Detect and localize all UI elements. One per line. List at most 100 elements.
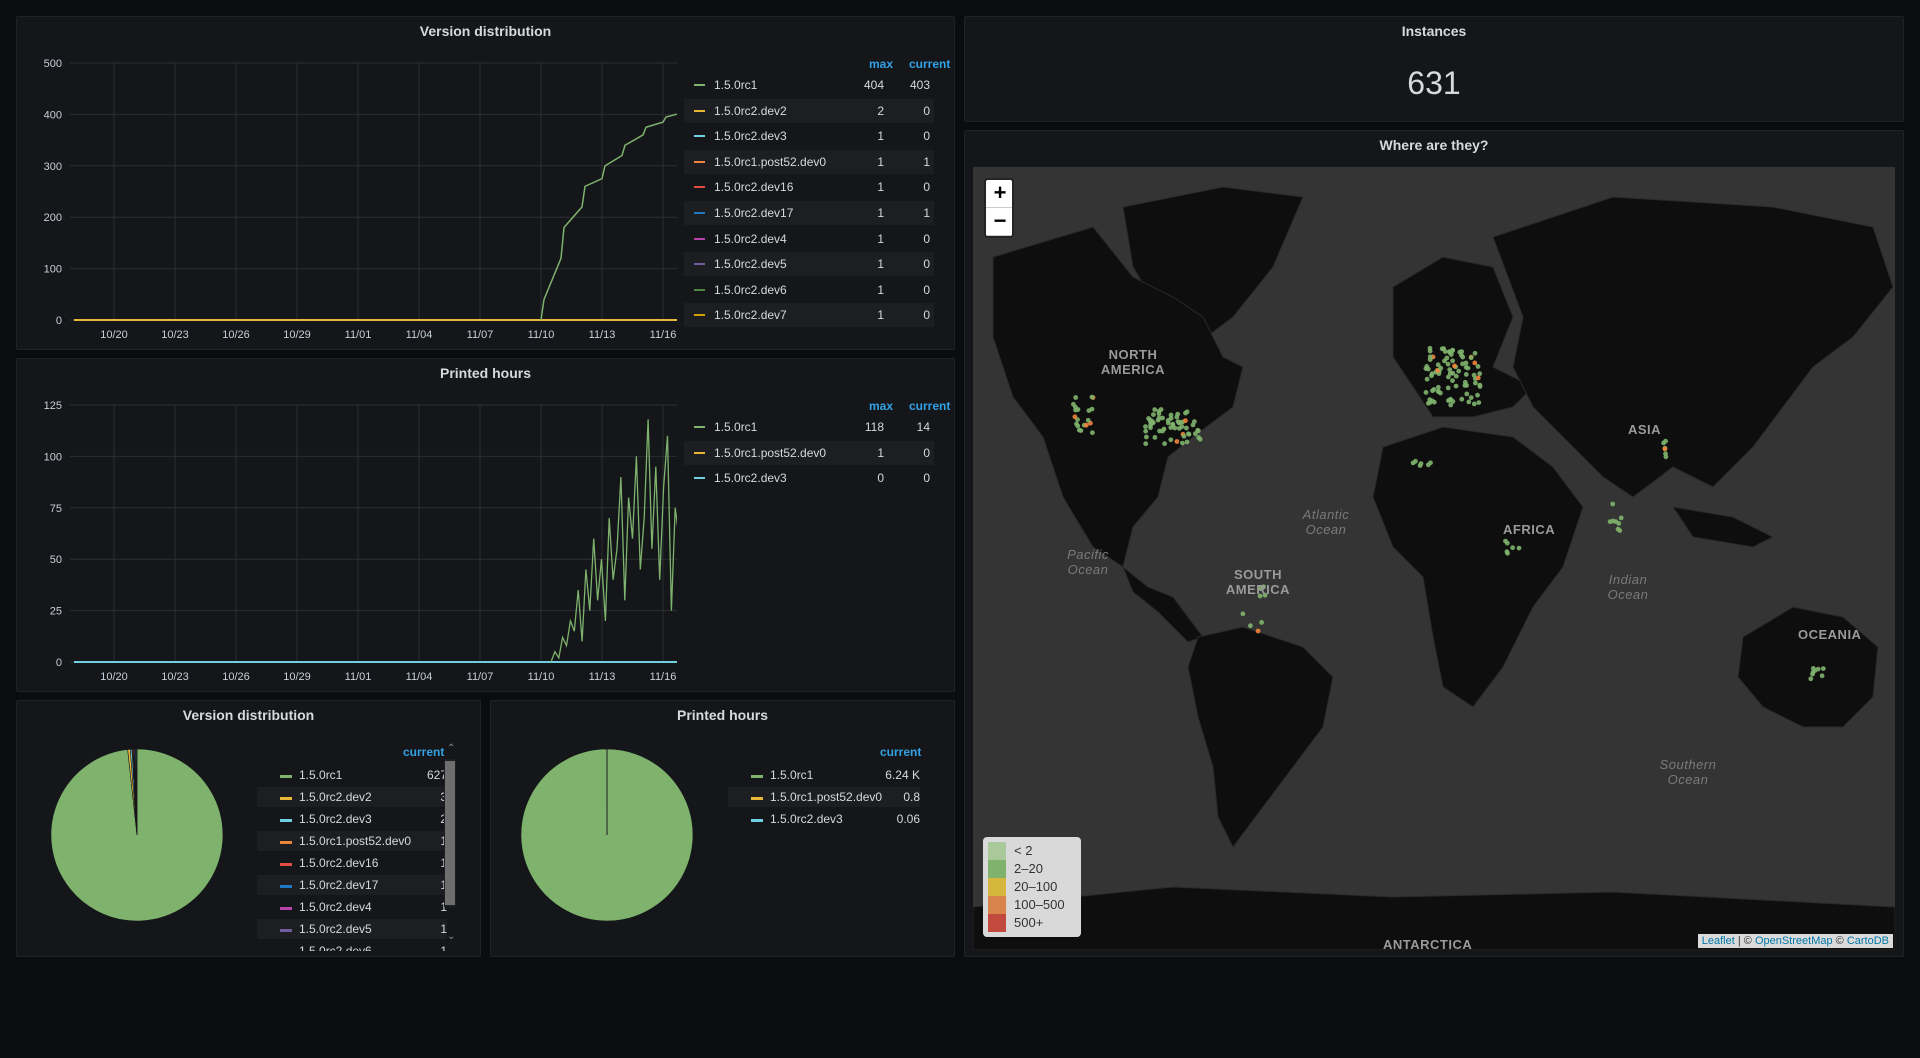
printed-hours-chart[interactable]: 0 25 50 75 100 125 10/20 10/23 10/26 10/29 11/01 11… bbox=[17, 359, 677, 689]
instance-marker[interactable] bbox=[1808, 676, 1814, 682]
panel-title[interactable]: Printed hours bbox=[439, 365, 531, 381]
instance-marker[interactable] bbox=[1195, 427, 1201, 433]
instance-marker[interactable] bbox=[1143, 441, 1149, 447]
instance-marker[interactable] bbox=[1429, 373, 1434, 379]
instance-marker[interactable] bbox=[1468, 395, 1474, 400]
series-color-swatch[interactable] bbox=[694, 109, 705, 112]
instance-marker[interactable] bbox=[1446, 374, 1451, 380]
instance-marker[interactable] bbox=[1616, 521, 1622, 526]
instance-marker[interactable] bbox=[1445, 385, 1451, 391]
legend-header-current[interactable]: current bbox=[909, 57, 951, 71]
instance-marker[interactable] bbox=[1475, 364, 1481, 369]
instance-marker[interactable] bbox=[1156, 411, 1162, 417]
instance-marker[interactable] bbox=[1446, 398, 1451, 403]
series-color-swatch[interactable] bbox=[694, 135, 705, 138]
instance-marker[interactable] bbox=[1160, 415, 1165, 421]
instance-marker[interactable] bbox=[1610, 501, 1616, 507]
series-color-swatch[interactable] bbox=[280, 841, 292, 844]
instance-marker[interactable] bbox=[1473, 380, 1478, 386]
instance-marker[interactable] bbox=[1143, 428, 1149, 434]
instance-marker[interactable] bbox=[1663, 454, 1669, 460]
instance-marker[interactable] bbox=[1447, 349, 1453, 354]
series-name[interactable]: 1.5.0rc2.dev16 bbox=[299, 856, 379, 870]
instance-marker[interactable] bbox=[1450, 358, 1455, 364]
world-map[interactable]: NORTH AMERICA SOUTH AMERICA AFRICA ASIA … bbox=[973, 167, 1895, 950]
instance-marker[interactable] bbox=[1431, 399, 1437, 405]
legend-header-current[interactable]: current bbox=[909, 399, 951, 413]
instance-marker[interactable] bbox=[1085, 417, 1091, 423]
series-name[interactable]: 1.5.0rc2.dev5 bbox=[299, 922, 372, 936]
instance-marker[interactable] bbox=[1435, 362, 1441, 368]
instance-marker[interactable] bbox=[1450, 378, 1455, 383]
series-name[interactable]: 1.5.0rc2.dev3 bbox=[770, 812, 843, 826]
zoom-out-button[interactable]: − bbox=[986, 208, 1012, 236]
legend-item[interactable]: 1.5.0rc2.dev5 1 0 bbox=[684, 252, 934, 277]
instance-marker[interactable] bbox=[1184, 425, 1189, 431]
instance-marker[interactable] bbox=[1240, 611, 1246, 617]
instance-marker[interactable] bbox=[1516, 545, 1522, 551]
legend-item[interactable]: 1.5.0rc2.dev17 1 1 bbox=[684, 201, 934, 225]
instance-marker[interactable] bbox=[1452, 363, 1457, 369]
instance-marker[interactable] bbox=[1472, 360, 1478, 366]
series-color-swatch[interactable] bbox=[694, 186, 705, 189]
legend-item[interactable]: 1.5.0rc1 404 403 bbox=[684, 73, 934, 97]
series-color-swatch[interactable] bbox=[694, 451, 705, 454]
series-name[interactable]: 1.5.0rc1.post52.dev0 bbox=[714, 154, 827, 169]
instance-marker[interactable] bbox=[1442, 358, 1447, 364]
instance-marker[interactable] bbox=[1430, 388, 1435, 394]
legend-scrollbar[interactable] bbox=[444, 759, 456, 907]
legend-header-max[interactable]: max bbox=[869, 399, 894, 413]
instance-marker[interactable] bbox=[1143, 424, 1148, 429]
series-color-swatch[interactable] bbox=[694, 160, 705, 163]
instance-marker[interactable] bbox=[1453, 383, 1459, 389]
instance-marker[interactable] bbox=[1072, 414, 1078, 420]
panel-title[interactable]: Instances bbox=[1401, 23, 1467, 39]
series-line-1.5.0rc1[interactable] bbox=[550, 419, 677, 663]
legend-item[interactable]: 1.5.0rc2.dev6 1 0 bbox=[684, 278, 934, 302]
instance-marker[interactable] bbox=[1181, 433, 1187, 439]
instance-marker[interactable] bbox=[1475, 375, 1481, 381]
instance-marker[interactable] bbox=[1168, 415, 1174, 421]
instance-marker[interactable] bbox=[1248, 623, 1253, 629]
instance-marker[interactable] bbox=[1662, 446, 1668, 452]
legend-item[interactable]: 1.5.0rc2.dev6 1 bbox=[257, 941, 447, 951]
instance-marker[interactable] bbox=[1505, 550, 1510, 556]
legend-item[interactable]: 1.5.0rc1 627 bbox=[257, 765, 447, 785]
legend-item[interactable]: 1.5.0rc1.post52.dev0 1 0 bbox=[684, 440, 934, 465]
series-color-swatch[interactable] bbox=[694, 212, 705, 214]
instance-marker[interactable] bbox=[1438, 365, 1444, 371]
scroll-up-icon[interactable]: ⌃ bbox=[447, 743, 456, 754]
series-name[interactable]: 1.5.0rc2.dev4 bbox=[299, 900, 372, 914]
instance-marker[interactable] bbox=[1152, 435, 1158, 440]
panel-title[interactable]: Version distribution bbox=[182, 707, 315, 723]
instance-marker[interactable] bbox=[1424, 376, 1430, 382]
series-name[interactable]: 1.5.0rc1 bbox=[299, 768, 343, 782]
instance-marker[interactable] bbox=[1075, 407, 1081, 412]
instance-marker[interactable] bbox=[1472, 350, 1478, 356]
scroll-down-icon[interactable]: ⌄ bbox=[447, 931, 456, 942]
instance-marker[interactable] bbox=[1086, 408, 1092, 413]
instance-marker[interactable] bbox=[1083, 422, 1089, 428]
series-color-swatch[interactable] bbox=[280, 907, 292, 910]
legend-item[interactable]: 1.5.0rc2.dev5 1 bbox=[257, 919, 447, 939]
series-name[interactable]: 1.5.0rc2.dev17 bbox=[299, 878, 379, 892]
instance-marker[interactable] bbox=[1476, 400, 1482, 405]
series-name[interactable]: 1.5.0rc2.dev3 bbox=[714, 471, 787, 486]
legend-item[interactable]: 1.5.0rc2.dev3 0.06 bbox=[728, 809, 920, 829]
series-color-swatch[interactable] bbox=[694, 426, 705, 428]
instance-marker[interactable] bbox=[1144, 434, 1149, 440]
instance-marker[interactable] bbox=[1258, 586, 1263, 592]
series-color-swatch[interactable] bbox=[280, 929, 292, 932]
instance-marker[interactable] bbox=[1262, 592, 1268, 598]
version-pie-chart[interactable] bbox=[37, 735, 237, 935]
instance-marker[interactable] bbox=[1464, 391, 1470, 397]
series-name[interactable]: 1.5.0rc1.post52.dev0 bbox=[770, 790, 883, 804]
instance-marker[interactable] bbox=[1459, 396, 1465, 402]
legend-item[interactable]: 1.5.0rc2.dev7 1 0 bbox=[684, 303, 934, 328]
legend-item[interactable]: 1.5.0rc2.dev4 1 0 bbox=[684, 227, 934, 251]
instance-marker[interactable] bbox=[1810, 666, 1816, 671]
instance-marker[interactable] bbox=[1192, 419, 1197, 424]
legend-item[interactable]: 1.5.0rc2.dev17 1 bbox=[257, 875, 447, 895]
legend-item[interactable]: 1.5.0rc1 6.24 K bbox=[728, 765, 920, 785]
